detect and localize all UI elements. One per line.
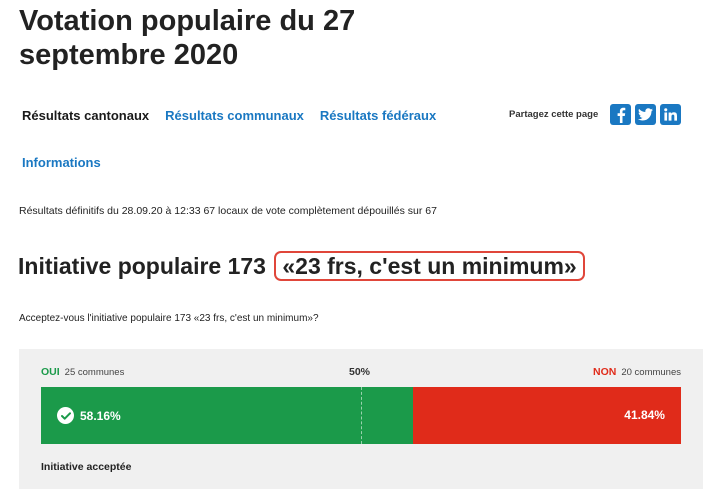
result-bar: 58.16% 41.84% [41,387,681,444]
yes-value: 58.16% [57,407,121,424]
tab-resultats-federaux[interactable]: Résultats fédéraux [319,108,437,123]
initiative-prefix: Initiative populaire 173 [18,253,266,279]
result-panel: OUI 25 communes 50% NON 20 communes 58.16%… [19,349,703,489]
outcome-label: Initiative acceptée [41,461,132,473]
initiative-title: Initiative populaire 173 «23 frs, c'est … [18,251,585,281]
yes-percent: 58.16% [80,408,121,423]
results-meta: Résultats définitifs du 28.09.20 à 12:33… [19,205,437,217]
no-label: NON 20 communes [593,366,681,378]
results-nav: Résultats cantonaux Résultats communaux … [22,108,436,123]
facebook-icon[interactable] [610,104,632,125]
initiative-name-highlight: «23 frs, c'est un minimum» [274,251,585,281]
page-title: Votation populaire du 27 septembre 2020 [19,5,356,71]
yes-communes: 25 communes [64,367,125,378]
result-bar-no: 41.84% [413,387,681,444]
result-header: OUI 25 communes 50% NON 20 communes [41,366,681,380]
midpoint-label: 50% [349,366,371,378]
initiative-question: Acceptez-vous l'initiative populaire 173… [19,313,319,324]
linkedin-icon[interactable] [660,104,682,125]
no-communes: 20 communes [621,367,681,378]
tab-informations[interactable]: Informations [22,155,101,170]
tab-resultats-cantonaux[interactable]: Résultats cantonaux [22,108,150,123]
share-label: Partagez cette page [509,109,599,120]
result-bar-yes: 58.16% [41,387,414,444]
no-percent: 41.84% [624,408,665,422]
no-title: NON [592,366,617,378]
check-icon [57,407,74,424]
share-bar: Partagez cette page [509,104,685,125]
midpoint-line [361,387,362,444]
twitter-icon[interactable] [635,104,657,125]
tab-resultats-communaux[interactable]: Résultats communaux [165,108,304,123]
yes-title: OUI [41,366,60,378]
yes-label: OUI 25 communes [41,366,124,378]
